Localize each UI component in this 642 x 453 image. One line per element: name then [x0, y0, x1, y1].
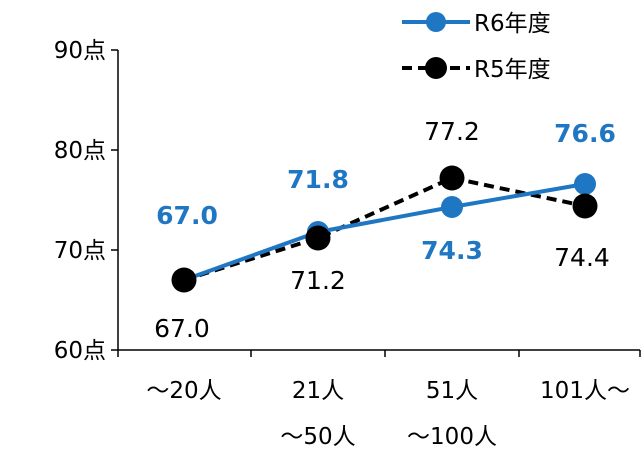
legend-marker-1: [425, 57, 447, 79]
y-tick-label: 70点: [54, 238, 106, 264]
data-label-r6-0: 67.0: [156, 201, 218, 230]
data-label-r5-0: 67.0: [154, 314, 210, 343]
x-tick-label: 21人～50人: [280, 378, 355, 450]
data-label-r5-1: 71.2: [290, 266, 346, 295]
data-label-r6-3: 76.6: [554, 119, 616, 148]
data-point-series0-3: [574, 173, 596, 195]
data-label-r6-1: 71.8: [287, 165, 349, 194]
x-tick-label: 51人～100人: [407, 378, 497, 450]
x-tick-label: 101人～: [540, 378, 630, 404]
data-point-series1-0: [172, 268, 197, 293]
y-tick-label: 60点: [54, 338, 106, 364]
axes: 60点 70点 80点 90点 ～20人 21人～50人 51人～100人 101人～: [54, 38, 640, 450]
y-tick-label: 80点: [54, 138, 106, 164]
data-label-r5-3: 74.4: [554, 243, 610, 272]
legend-label-1: R5年度: [474, 57, 551, 83]
data-label-r6-2: 74.3: [421, 236, 483, 265]
legend: R6年度 R5年度: [402, 11, 551, 83]
series-layer: [172, 166, 598, 293]
data-point-series1-3: [573, 194, 598, 219]
series-line-0: [184, 184, 585, 280]
legend-marker-0: [426, 12, 446, 32]
data-point-series1-2: [440, 166, 465, 191]
y-tick-label: 90点: [54, 38, 106, 64]
x-tick-label: ～20人: [146, 378, 221, 404]
data-label-r5-2: 77.2: [424, 117, 480, 146]
data-labels: 67.0 71.8 74.3 76.6 67.0 71.2 77.2 74.4: [154, 117, 616, 343]
data-point-series1-1: [306, 226, 331, 251]
legend-label-0: R6年度: [474, 11, 551, 37]
data-point-series0-2: [441, 196, 463, 218]
